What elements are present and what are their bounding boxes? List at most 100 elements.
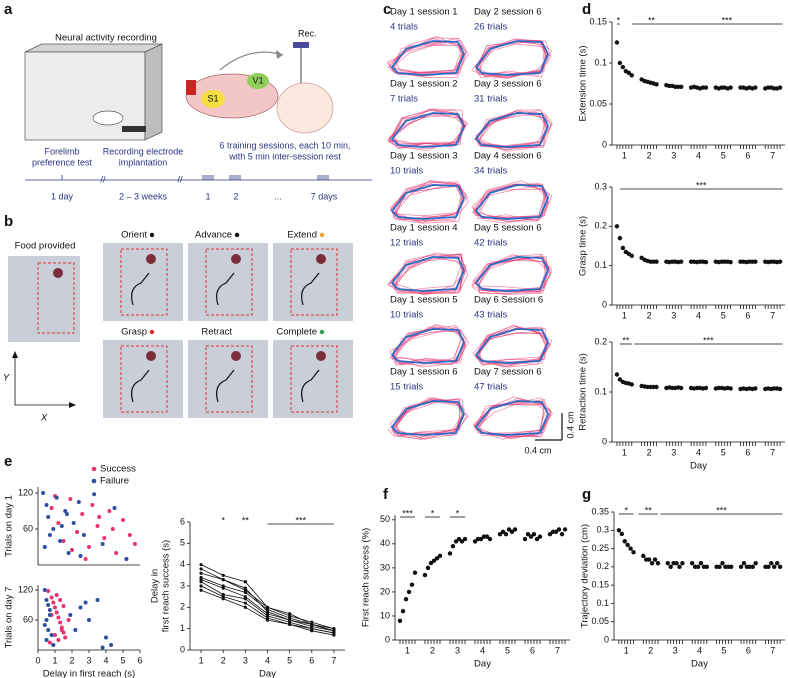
significance-label: *** [295, 515, 306, 525]
x-axis-label: Delay in first reach (s) [43, 669, 135, 678]
y-axis-label: Trajectory deviation (cm) [580, 524, 591, 628]
area-label: V1 [252, 75, 263, 85]
cell-trials: 31 trials [474, 94, 508, 105]
point [46, 515, 51, 519]
point [528, 534, 534, 539]
point [56, 615, 61, 620]
point [100, 542, 105, 546]
point [689, 561, 695, 566]
y-tick-label: 30 [380, 562, 390, 572]
point [61, 539, 66, 543]
point [66, 551, 71, 555]
y-tick-label: 0 [180, 644, 185, 654]
y-tick-label: 10 [380, 610, 390, 620]
point [654, 82, 659, 87]
phase-dot [149, 232, 155, 238]
point [525, 532, 531, 537]
point [127, 533, 132, 537]
point [665, 561, 670, 566]
trajectory [472, 325, 547, 366]
x-tick-label: 4 [696, 447, 701, 457]
point [47, 640, 52, 645]
point [674, 561, 679, 566]
point [75, 530, 80, 534]
point [728, 259, 733, 265]
point [63, 635, 68, 640]
point [547, 532, 553, 537]
significance-label: *** [402, 508, 413, 518]
y-tick-label: 0.1 [596, 598, 609, 608]
v1-area [247, 73, 269, 89]
point [403, 596, 409, 602]
point [110, 527, 115, 531]
photo [273, 243, 353, 321]
point [753, 85, 758, 90]
cell-title: Day 1 session 6 [390, 367, 458, 378]
point [472, 539, 478, 544]
pellet [231, 254, 241, 264]
legend-label: Failure [100, 476, 129, 487]
point [649, 561, 655, 566]
phase-label: Retract [201, 327, 232, 338]
x-tick-label: 3 [243, 655, 248, 665]
point [44, 638, 49, 642]
x-axis-label: Day [474, 659, 491, 670]
point [437, 553, 443, 559]
x-tick-label: 3 [671, 150, 676, 160]
cell-trials: 10 trials [390, 310, 424, 321]
y-tick-label: 0.1 [594, 386, 607, 396]
significance-label: *** [703, 335, 714, 345]
y-axis-label: Retraction time (s) [578, 353, 589, 431]
point [58, 620, 63, 625]
y-tick-label: 0.2 [594, 336, 607, 346]
point [310, 629, 314, 633]
point [124, 557, 129, 561]
y-axis-label: Grasp time (s) [578, 216, 589, 276]
step-label: with 5 min inter-session rest [228, 151, 341, 161]
arrow-head [69, 402, 76, 408]
point [87, 545, 91, 549]
point [500, 529, 506, 535]
cell-title: Day 5 session 6 [474, 223, 542, 234]
point [777, 259, 783, 264]
mean-trajectory [475, 328, 549, 364]
point [44, 503, 49, 507]
x-tick-label: 1 [622, 150, 627, 160]
point [46, 589, 51, 593]
point [772, 564, 777, 570]
y-tick-label: 6 [180, 516, 185, 526]
roi [205, 345, 253, 413]
point [766, 564, 771, 570]
timeline-label: 7 days [311, 191, 338, 201]
cell-title: Day 4 session 6 [474, 151, 542, 162]
point [753, 561, 758, 566]
cell-title: Day 1 session 2 [390, 79, 458, 90]
y-tick-label: 0.1 [594, 57, 607, 67]
point [199, 571, 203, 575]
legend-marker [91, 466, 97, 472]
y-tick-label: 20 [380, 586, 390, 596]
phase-label: Advance [195, 230, 232, 241]
legend-label: Success [100, 464, 136, 475]
x-tick-label: 6 [745, 447, 750, 457]
x-tick-label: 1 [405, 645, 410, 655]
x-tick-label: 6 [137, 655, 142, 665]
point [51, 600, 56, 605]
significance-label: ** [242, 515, 250, 525]
x-tick-label: 2 [647, 150, 652, 160]
food-label: Food provided [15, 241, 76, 252]
point [679, 84, 684, 89]
cell-trials: 4 trials [390, 22, 418, 33]
mean-trajectory [475, 184, 549, 220]
point [49, 633, 54, 637]
trajectory [393, 253, 466, 294]
panel-letter: f [383, 486, 389, 503]
x-tick-label: 0 [35, 655, 40, 665]
y-tick-label: 3 [180, 580, 185, 590]
point [132, 542, 137, 546]
paw-trajectory [216, 369, 235, 403]
point [428, 560, 434, 566]
point [64, 512, 69, 516]
x-axis-label: Day [259, 669, 276, 678]
cell-title: Day 6 Session 6 [474, 295, 543, 306]
